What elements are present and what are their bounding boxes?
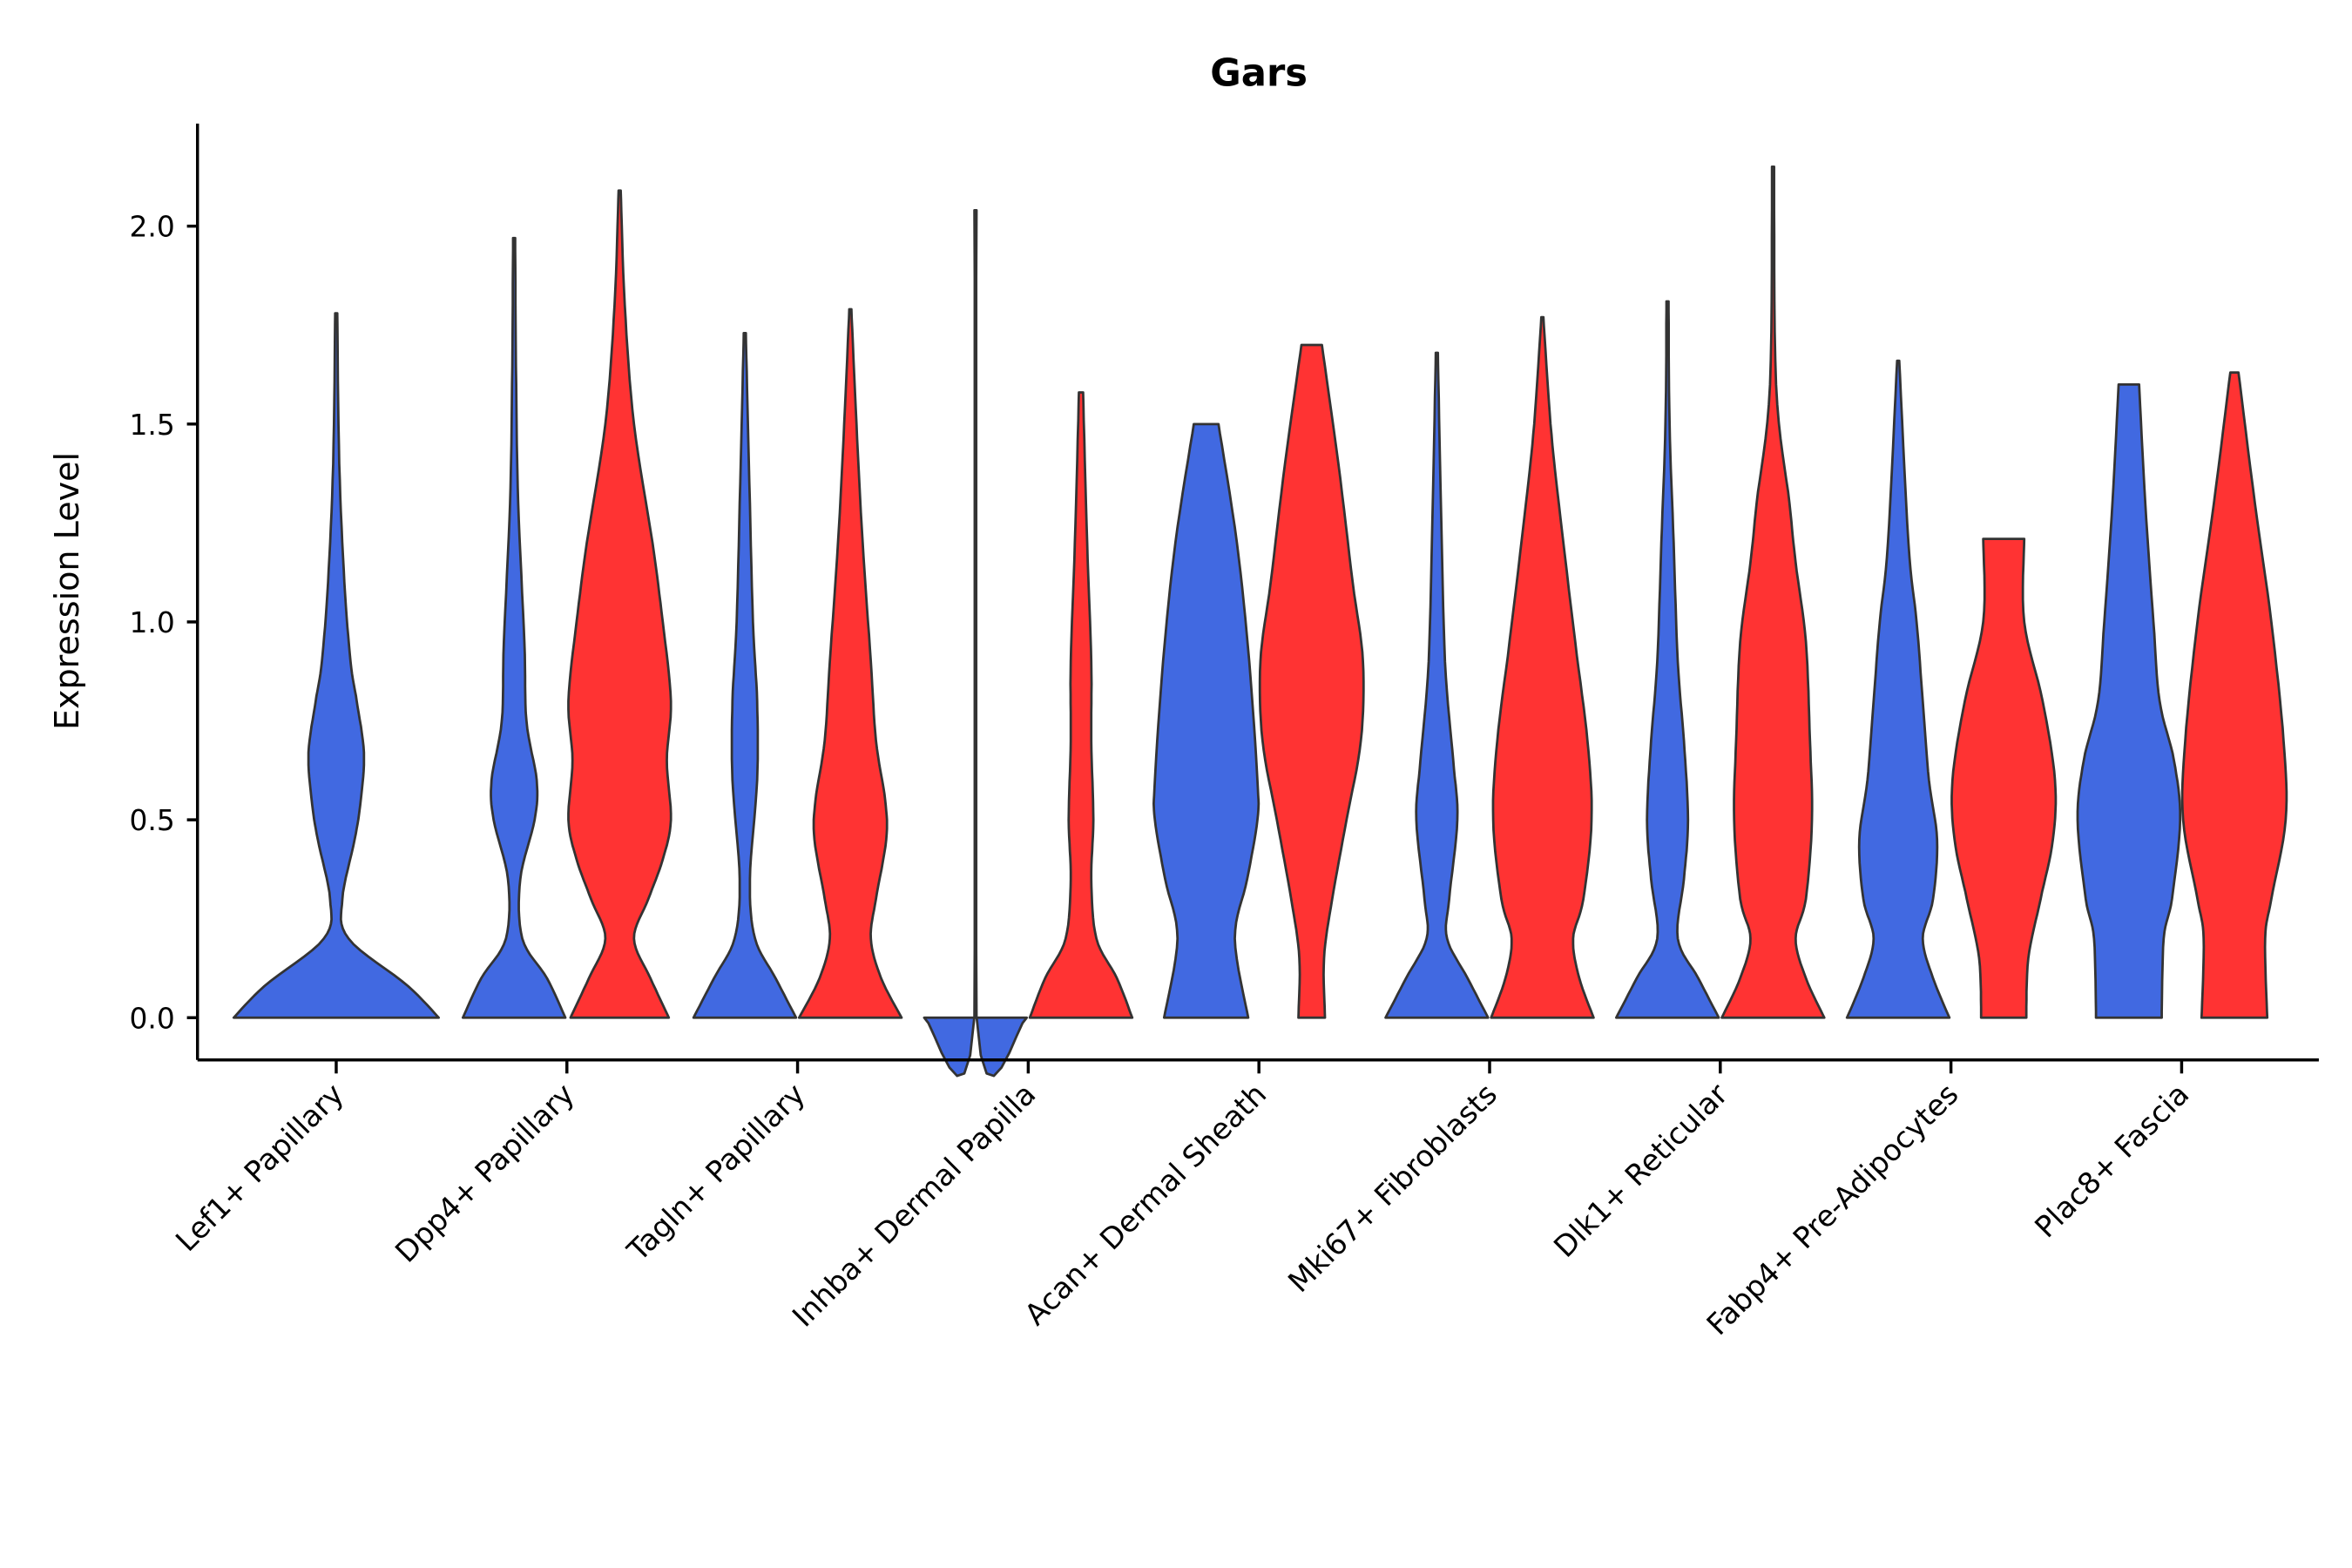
y-tick-label: 0.0 bbox=[129, 1001, 174, 1035]
y-tick-label: 1.0 bbox=[129, 605, 174, 639]
violin-blue-5 bbox=[1384, 351, 1490, 1019]
violin-red-3 bbox=[1028, 391, 1134, 1019]
x-tick-label: Fabp4+ Pre-Adipocytes bbox=[1700, 1077, 1965, 1342]
violin-red-7 bbox=[1950, 537, 2058, 1019]
x-tick-label: Acan+ Dermal Sheath bbox=[1018, 1077, 1274, 1332]
violin-blue-6 bbox=[1615, 300, 1720, 1019]
violin-blue-4 bbox=[1152, 422, 1260, 1019]
x-tick-label: Plac8+ Fascia bbox=[2028, 1077, 2195, 1244]
x-tick-label: Tagln+ Papillary bbox=[620, 1077, 812, 1268]
x-axis: Lef1+ Papillary Dpp4+ Papillary Tagln+ Pap… bbox=[169, 1058, 2319, 1342]
violin-red-1 bbox=[567, 189, 672, 1019]
y-tick-label: 0.5 bbox=[129, 803, 174, 837]
x-tick-label: Dlk1+ Reticular bbox=[1547, 1077, 1734, 1264]
violin-blue-0 bbox=[232, 312, 441, 1019]
chart-title: Gars bbox=[1210, 52, 1308, 96]
y-tick-label: 2.0 bbox=[129, 210, 174, 244]
y-axis-label: Expression Level bbox=[48, 452, 86, 730]
x-tick-label: Lef1+ Papillary bbox=[169, 1077, 350, 1258]
violins bbox=[232, 166, 2288, 1078]
x-tick-label: Inhba+ Dermal Papilla bbox=[786, 1077, 1042, 1333]
y-tick-label: 1.5 bbox=[129, 408, 174, 442]
violin-red-4 bbox=[1258, 343, 1365, 1019]
x-tick-label: Mki67+ Fibroblasts bbox=[1281, 1077, 1504, 1299]
violin-red-6 bbox=[1720, 166, 1826, 1019]
violin-red-8 bbox=[2180, 371, 2288, 1019]
violin-blue-3 bbox=[923, 209, 1029, 1078]
violin-red-5 bbox=[1490, 315, 1595, 1019]
violin-red-2 bbox=[797, 308, 903, 1019]
violin-blue-2 bbox=[692, 331, 798, 1019]
violin-blue-1 bbox=[461, 236, 567, 1019]
violin-blue-8 bbox=[2076, 382, 2182, 1019]
x-tick-label: Dpp4+ Papillary bbox=[389, 1077, 581, 1269]
violin-blue-7 bbox=[1845, 359, 1951, 1019]
y-axis: 0.0 0.5 1.0 1.5 2.0 bbox=[129, 123, 199, 1060]
